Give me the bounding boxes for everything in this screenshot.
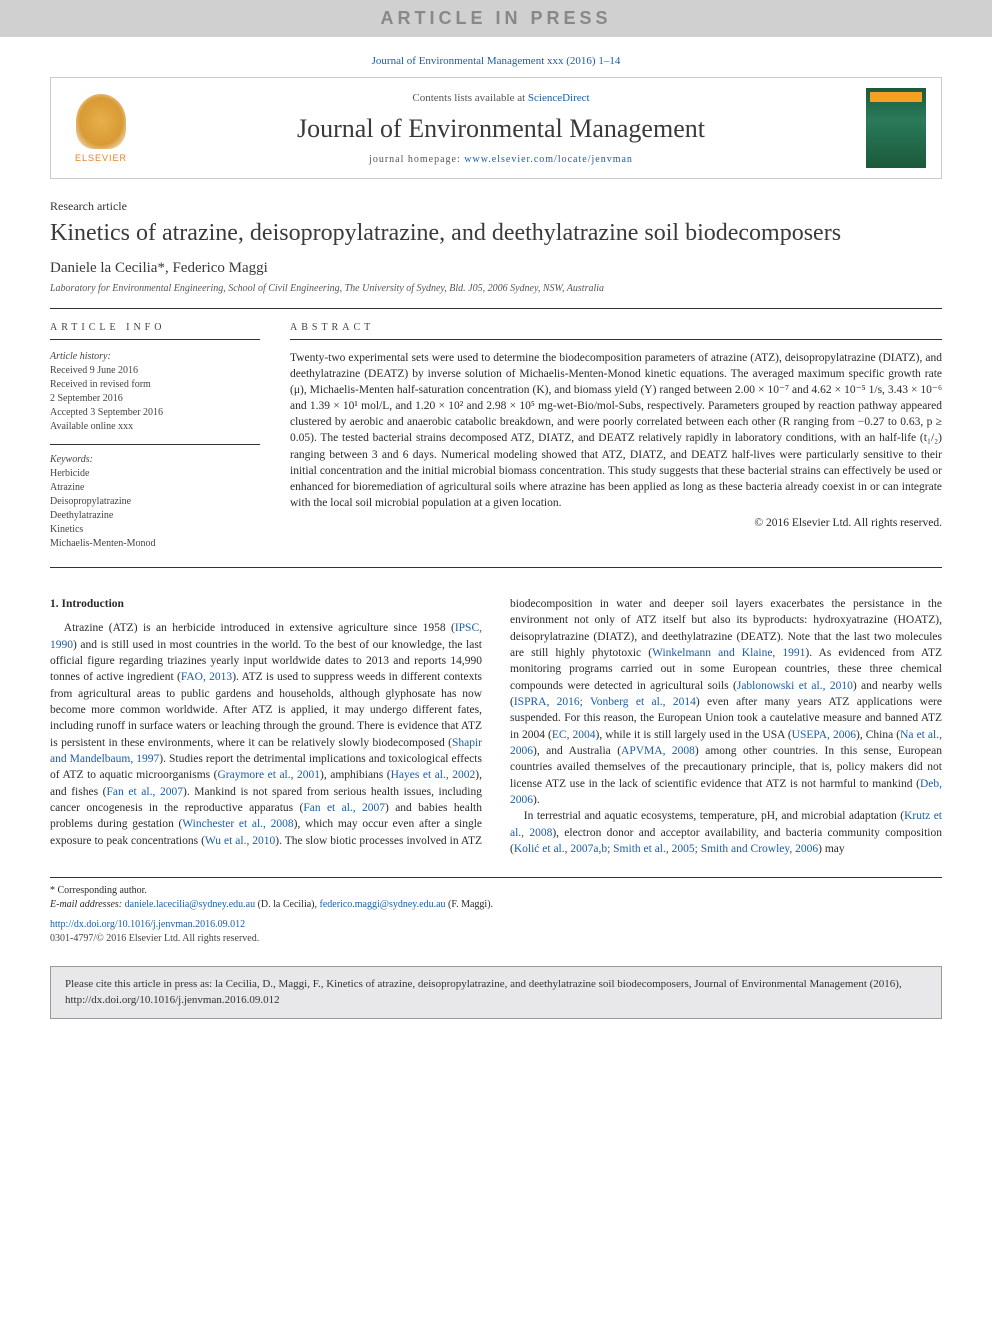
ref-link[interactable]: Hayes et al., 2002: [391, 769, 476, 781]
keyword: Deisopropylatrazine: [50, 495, 260, 509]
article-title: Kinetics of atrazine, deisopropylatrazin…: [50, 218, 942, 248]
ref-link[interactable]: USEPA, 2006: [792, 729, 856, 741]
article-type: Research article: [50, 199, 942, 214]
contents-line: Contents lists available at ScienceDirec…: [136, 92, 866, 104]
abstract-heading: ABSTRACT: [290, 321, 942, 340]
affiliation: Laboratory for Environmental Engineering…: [50, 283, 942, 294]
journal-cover-thumbnail: [866, 88, 926, 168]
email-link[interactable]: daniele.lacecilia@sydney.edu.au: [125, 899, 255, 910]
top-citation: Journal of Environmental Management xxx …: [0, 37, 992, 77]
footer-block: * Corresponding author. E-mail addresses…: [50, 877, 942, 946]
abstract-column: ABSTRACT Twenty-two experimental sets we…: [290, 321, 942, 551]
ref-link[interactable]: Graymore et al., 2001: [218, 769, 321, 781]
abstract-text: Twenty-two experimental sets were used t…: [290, 350, 942, 511]
keyword: Atrazine: [50, 481, 260, 495]
journal-header: ELSEVIER Contents lists available at Sci…: [50, 77, 942, 179]
history-label: Article history:: [50, 350, 260, 364]
issn-line: 0301-4797/© 2016 Elsevier Ltd. All right…: [50, 932, 942, 946]
revised-label: Received in revised form: [50, 378, 260, 392]
homepage-link[interactable]: www.elsevier.com/locate/jenvman: [464, 154, 633, 165]
keyword: Michaelis-Menten-Monod: [50, 537, 260, 551]
revised-date: 2 September 2016: [50, 392, 260, 406]
keyword: Herbicide: [50, 467, 260, 481]
section-1-heading: 1. Introduction: [50, 596, 482, 612]
ref-link[interactable]: Fan et al., 2007: [107, 786, 183, 798]
contents-prefix: Contents lists available at: [412, 92, 527, 104]
elsevier-label: ELSEVIER: [75, 153, 127, 163]
article-info-heading: ARTICLE INFO: [50, 321, 260, 340]
homepage-line: journal homepage: www.elsevier.com/locat…: [136, 154, 866, 165]
body-text: 1. Introduction Atrazine (ATZ) is an her…: [50, 596, 942, 857]
ref-link[interactable]: EC, 2004: [552, 729, 596, 741]
ref-link[interactable]: Kolić et al., 2007a,b; Smith et al., 200…: [514, 843, 818, 855]
journal-name: Journal of Environmental Management: [136, 114, 866, 144]
elsevier-tree-icon: [76, 94, 126, 149]
doi-link[interactable]: http://dx.doi.org/10.1016/j.jenvman.2016…: [50, 918, 942, 932]
article-info-column: ARTICLE INFO Article history: Received 9…: [50, 321, 260, 551]
elsevier-logo: ELSEVIER: [66, 88, 136, 168]
article-meta: Research article Kinetics of atrazine, d…: [50, 199, 942, 294]
authors: Daniele la Cecilia*, Federico Maggi: [50, 260, 942, 277]
ref-link[interactable]: APVMA, 2008: [621, 745, 695, 757]
header-center: Contents lists available at ScienceDirec…: [136, 92, 866, 165]
abstract-copyright: © 2016 Elsevier Ltd. All rights reserved…: [290, 515, 942, 531]
keywords-label: Keywords:: [50, 453, 260, 467]
ref-link[interactable]: FAO, 2013: [181, 671, 232, 683]
keyword: Kinetics: [50, 523, 260, 537]
divider-bottom: [50, 567, 942, 568]
ref-link[interactable]: Winchester et al., 2008: [182, 818, 293, 830]
received-date: Received 9 June 2016: [50, 364, 260, 378]
ref-link[interactable]: Jablonowski et al., 2010: [737, 680, 853, 692]
keyword: Deethylatrazine: [50, 509, 260, 523]
ref-link[interactable]: Fan et al., 2007: [303, 802, 385, 814]
article-in-press-banner: ARTICLE IN PRESS: [0, 0, 992, 37]
accepted-date: Accepted 3 September 2016: [50, 406, 260, 420]
ref-link[interactable]: Wu et al., 2010: [205, 835, 275, 847]
intro-paragraph-2: In terrestrial and aquatic ecosystems, t…: [510, 808, 942, 857]
ref-link[interactable]: ISPRA, 2016; Vonberg et al., 2014: [514, 696, 696, 708]
available-date: Available online xxx: [50, 420, 260, 434]
homepage-prefix: journal homepage:: [369, 154, 464, 165]
citation-box: Please cite this article in press as: la…: [50, 966, 942, 1019]
email-link[interactable]: federico.maggi@sydney.edu.au: [320, 899, 446, 910]
sciencedirect-link[interactable]: ScienceDirect: [528, 92, 590, 104]
email-line: E-mail addresses: daniele.lacecilia@sydn…: [50, 898, 942, 912]
corresponding-author: * Corresponding author.: [50, 884, 942, 898]
info-abstract-row: ARTICLE INFO Article history: Received 9…: [50, 309, 942, 567]
ref-link[interactable]: Winkelmann and Klaine, 1991: [652, 647, 805, 659]
